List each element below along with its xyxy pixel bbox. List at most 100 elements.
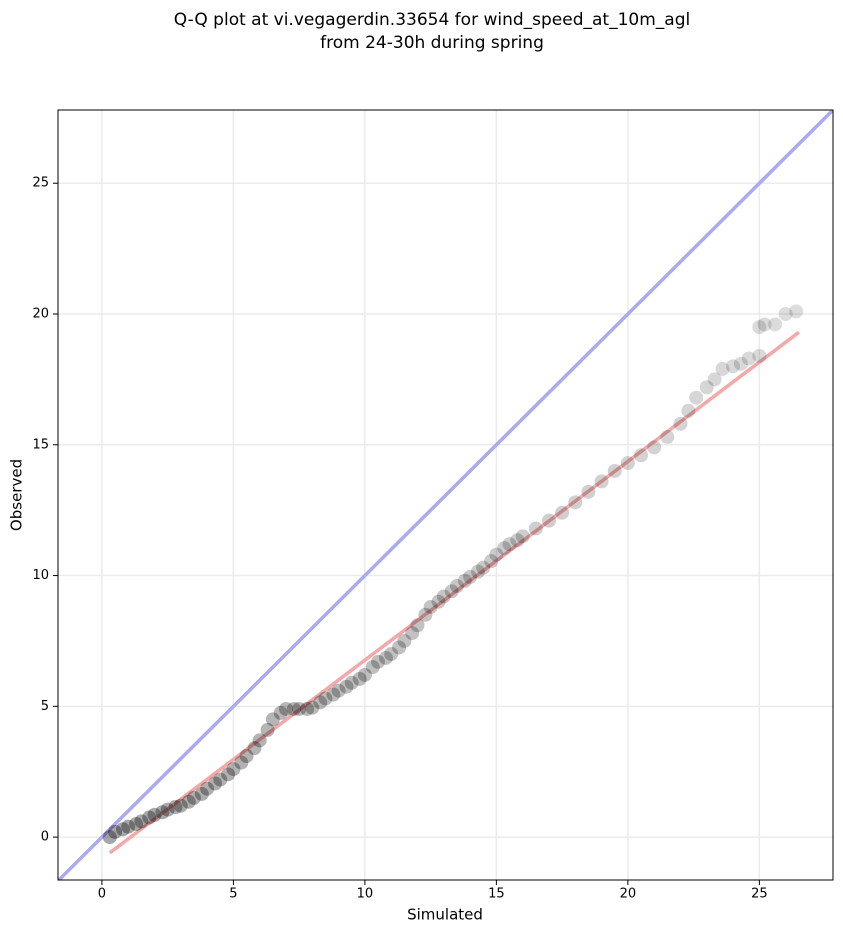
point (431, 594, 446, 609)
point (457, 573, 472, 588)
point (102, 830, 117, 845)
point (392, 640, 407, 655)
point (344, 675, 359, 690)
point (181, 794, 196, 809)
point (568, 495, 583, 510)
plot-area (58, 110, 833, 880)
y-tick-label: 20 (32, 307, 49, 322)
point (339, 679, 354, 694)
point (778, 307, 793, 322)
point (300, 701, 315, 716)
point (279, 701, 294, 716)
point (371, 654, 386, 669)
chart-title: from 24-30h during spring (320, 33, 544, 53)
point (142, 810, 157, 825)
x-tick-label: 5 (229, 887, 237, 902)
x-tick-label: 10 (357, 887, 374, 902)
point (726, 359, 741, 374)
point (449, 579, 464, 594)
point (326, 687, 341, 702)
point (155, 805, 170, 820)
point (541, 513, 556, 528)
point (463, 569, 478, 584)
point (502, 537, 517, 552)
point (273, 705, 288, 720)
point (410, 618, 425, 633)
x-tick-label: 15 (488, 887, 505, 902)
point (384, 647, 399, 662)
point (213, 772, 228, 787)
point (200, 781, 215, 796)
point (620, 456, 635, 471)
point (484, 554, 499, 569)
point (134, 814, 149, 829)
point (265, 712, 280, 727)
point (221, 767, 236, 782)
point (160, 802, 175, 817)
point (292, 701, 307, 716)
point (365, 660, 380, 675)
plot-frame (57, 109, 834, 881)
point (555, 505, 570, 520)
y-axis-label: Observed (8, 459, 26, 531)
point (252, 733, 267, 748)
point (397, 633, 412, 648)
point (318, 691, 333, 706)
point (378, 650, 393, 665)
point (418, 607, 433, 622)
point (207, 776, 222, 791)
point (173, 798, 188, 813)
point (305, 700, 320, 715)
y-tick-label: 10 (32, 568, 49, 583)
chart-title: Q-Q plot at vi.vegagerdin.33654 for wind… (174, 10, 690, 30)
point (108, 824, 123, 839)
point (405, 626, 420, 641)
point (121, 819, 136, 834)
point (239, 749, 254, 764)
point (470, 564, 485, 579)
point (733, 356, 748, 371)
point (147, 807, 162, 822)
point (789, 304, 804, 319)
reference-line (58, 110, 833, 880)
point (510, 533, 525, 548)
point (647, 440, 662, 455)
point (423, 599, 438, 614)
point (194, 786, 209, 801)
point (660, 429, 675, 444)
point (436, 589, 451, 604)
point (115, 822, 130, 837)
point (673, 416, 688, 431)
point (226, 762, 241, 777)
x-axis-label: Simulated (407, 906, 483, 924)
point (715, 361, 730, 376)
point (260, 722, 275, 737)
point (707, 372, 722, 387)
x-tick-label: 25 (751, 887, 768, 902)
point (681, 403, 696, 418)
point (634, 448, 649, 463)
point (607, 463, 622, 478)
y-tick-label: 25 (32, 176, 49, 191)
point (331, 683, 346, 698)
x-tick-label: 20 (620, 887, 637, 902)
point (313, 695, 328, 710)
y-tick-label: 15 (32, 437, 49, 452)
point (752, 348, 767, 363)
point (129, 817, 144, 832)
point (476, 560, 491, 575)
point (489, 547, 504, 562)
point (581, 484, 596, 499)
point (247, 741, 262, 756)
point (444, 584, 459, 599)
point (689, 390, 704, 405)
point (186, 790, 201, 805)
point (357, 667, 372, 682)
point (515, 529, 530, 544)
y-tick-label: 0 (41, 830, 49, 845)
reference-line (108, 330, 800, 855)
point (741, 351, 756, 366)
point (234, 755, 249, 770)
point (497, 541, 512, 556)
point (699, 380, 714, 395)
